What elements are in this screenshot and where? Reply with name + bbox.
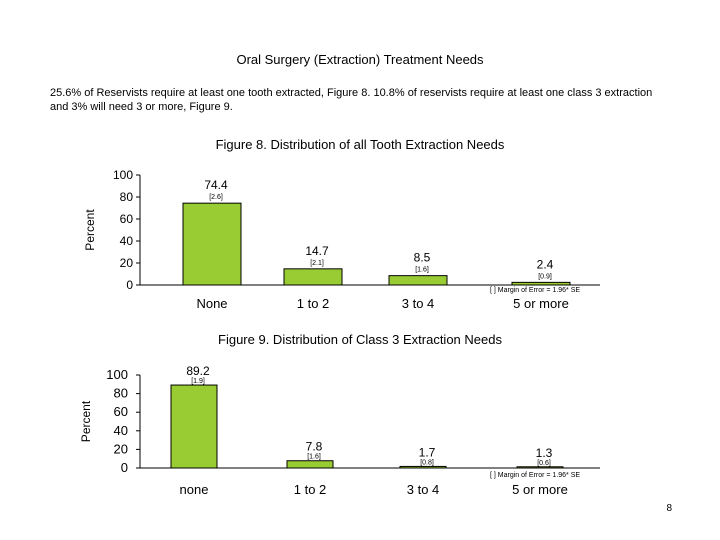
- bar: [286, 460, 334, 469]
- bar: [283, 268, 343, 286]
- bar-margin-label: [2.6]: [209, 194, 223, 201]
- page-heading: Oral Surgery (Extraction) Treatment Need…: [236, 52, 484, 67]
- y-tick-label: 100: [113, 168, 133, 182]
- y-tick-label: 20: [114, 441, 128, 456]
- bar: [511, 281, 571, 286]
- y-tick-label: 0: [121, 460, 128, 475]
- y-tick-label: 100: [106, 367, 128, 382]
- bar-margin-label: [2.1]: [310, 260, 324, 267]
- y-tick-label: 40: [120, 234, 134, 248]
- bar-value-label: 74.4: [204, 178, 228, 192]
- bar-margin-label: [1.6]: [415, 267, 429, 274]
- y-tick-label: 60: [120, 212, 134, 226]
- y-tick-label: 0: [126, 278, 133, 292]
- bar-value-label: 14.7: [305, 244, 329, 258]
- category-label: 1 to 2: [297, 296, 330, 311]
- bar: [516, 466, 564, 469]
- y-axis-label: Percent: [79, 400, 93, 442]
- intro-paragraph: 25.6% of Reservists require at least one…: [50, 87, 653, 113]
- category-label: 3 to 4: [407, 482, 440, 497]
- y-tick-label: 20: [120, 256, 134, 270]
- figure-8-title: Figure 8. Distribution of all Tooth Extr…: [215, 137, 505, 152]
- page-number: 8: [666, 503, 672, 514]
- category-label: 5 or more: [513, 296, 569, 311]
- bar-margin-label: [1.6]: [307, 454, 321, 461]
- category-label: 1 to 2: [294, 482, 327, 497]
- bar-margin-label: [1.9]: [191, 378, 205, 385]
- bar-value-label: 7.8: [306, 440, 323, 454]
- y-axis-label: Percent: [83, 209, 97, 251]
- margin-of-error-note: [ ] Margin of Error = 1.96* SE: [490, 287, 580, 294]
- y-tick-label: 60: [114, 404, 128, 419]
- category-label: None: [196, 296, 227, 311]
- bar: [388, 275, 448, 286]
- bar-margin-label: [0.6]: [537, 460, 551, 467]
- bar: [182, 202, 242, 286]
- bar: [399, 465, 447, 469]
- bar-value-label: 8.5: [414, 251, 431, 265]
- category-label: none: [180, 482, 209, 497]
- bar-value-label: 1.7: [419, 445, 436, 459]
- bar-value-label: 89.2: [186, 364, 210, 378]
- y-tick-label: 80: [114, 386, 128, 401]
- bar-value-label: 2.4: [537, 257, 554, 271]
- y-tick-label: 40: [114, 423, 128, 438]
- bar-value-label: 1.3: [536, 446, 553, 460]
- y-tick-label: 80: [120, 190, 134, 204]
- category-label: 5 or more: [512, 482, 568, 497]
- bar: [170, 384, 218, 469]
- figure-9-title: Figure 9. Distribution of Class 3 Extrac…: [218, 332, 502, 347]
- bar-margin-label: [0.8]: [420, 459, 434, 466]
- bar-margin-label: [0.9]: [538, 273, 552, 280]
- category-label: 3 to 4: [402, 296, 435, 311]
- margin-of-error-note: [ ] Margin of Error = 1.96* SE: [490, 472, 580, 479]
